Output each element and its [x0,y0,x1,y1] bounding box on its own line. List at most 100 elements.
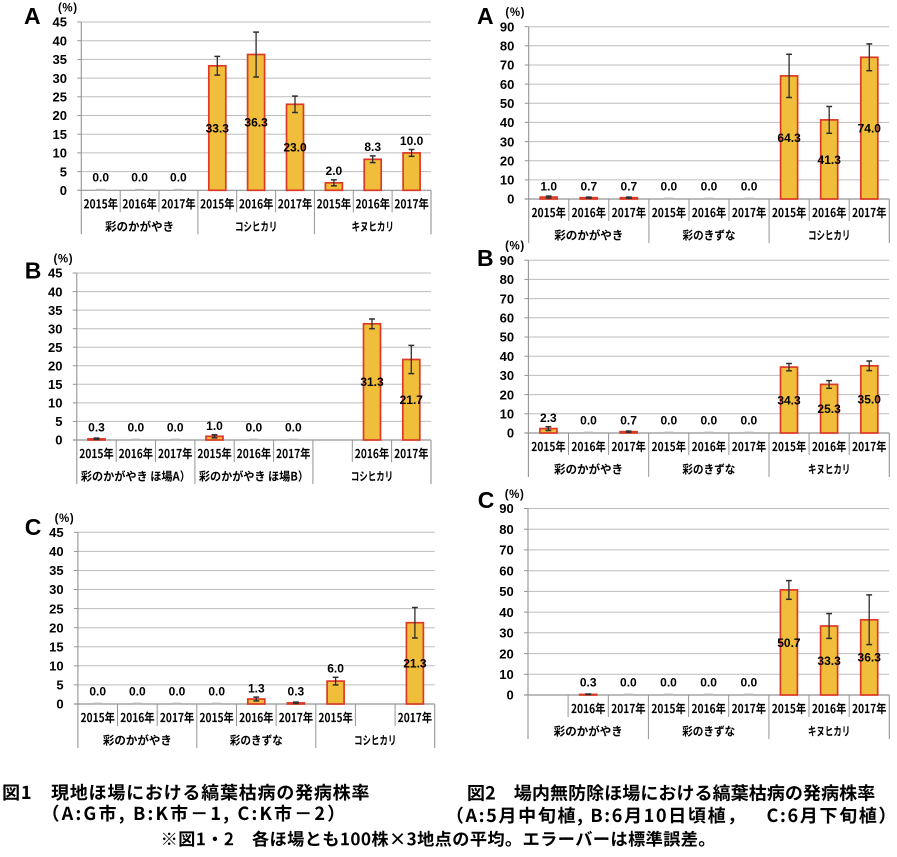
svg-text:74.0: 74.0 [858,122,882,136]
svg-text:B: B [25,258,42,284]
svg-text:33.3: 33.3 [817,654,841,668]
svg-text:25.3: 25.3 [817,402,841,416]
svg-text:0.0: 0.0 [129,684,146,698]
svg-text:0.3: 0.3 [88,420,105,434]
svg-text:0: 0 [507,192,514,207]
svg-text:0.3: 0.3 [288,684,305,698]
svg-text:35: 35 [49,563,63,578]
svg-text:15: 15 [53,127,67,142]
svg-text:10.0: 10.0 [400,134,424,148]
svg-text:0.0: 0.0 [701,179,718,193]
svg-text:0.7: 0.7 [620,413,637,427]
svg-text:0.0: 0.0 [167,420,184,434]
svg-text:20: 20 [48,359,62,374]
svg-text:90: 90 [500,253,514,268]
svg-text:0.0: 0.0 [740,675,757,689]
svg-text:0.0: 0.0 [660,675,677,689]
svg-text:0: 0 [56,697,63,712]
svg-text:40: 40 [499,605,513,620]
svg-text:0.0: 0.0 [208,684,225,698]
svg-text:0: 0 [506,688,513,703]
svg-text:50: 50 [500,330,514,345]
svg-text:20: 20 [500,153,514,168]
svg-text:0.0: 0.0 [170,171,187,185]
svg-text:80: 80 [500,272,514,287]
svg-text:25: 25 [53,90,67,105]
svg-text:0.0: 0.0 [661,179,678,193]
svg-text:1.3: 1.3 [248,681,265,695]
svg-text:36.3: 36.3 [858,651,882,665]
svg-text:34.3: 34.3 [777,393,801,407]
svg-text:0.7: 0.7 [580,179,597,193]
svg-text:10: 10 [48,396,62,411]
svg-text:C: C [25,514,42,540]
svg-text:70: 70 [500,291,514,306]
svg-text:30: 30 [53,71,67,86]
svg-text:0: 0 [507,426,514,441]
svg-text:21.3: 21.3 [403,657,427,671]
svg-text:8.3: 8.3 [364,140,381,154]
svg-text:60: 60 [500,77,514,92]
svg-text:50: 50 [500,96,514,111]
svg-text:0.0: 0.0 [246,420,263,434]
svg-text:45: 45 [48,266,62,281]
svg-text:50: 50 [499,584,513,599]
svg-text:80: 80 [500,39,514,54]
svg-text:30: 30 [49,582,63,597]
svg-text:0.0: 0.0 [580,413,597,427]
svg-text:40: 40 [48,284,62,299]
svg-text:B: B [477,245,494,271]
svg-text:25: 25 [48,340,62,355]
svg-text:10: 10 [500,173,514,188]
svg-text:64.3: 64.3 [777,131,801,145]
svg-text:5: 5 [55,414,62,429]
svg-text:0: 0 [55,433,62,448]
svg-text:6.0: 6.0 [327,662,344,676]
svg-text:33.3: 33.3 [206,121,230,135]
svg-text:41.3: 41.3 [818,153,842,167]
svg-text:0.0: 0.0 [92,171,109,185]
svg-text:15: 15 [49,640,63,655]
svg-text:0.0: 0.0 [89,684,106,698]
svg-text:20: 20 [49,620,63,635]
svg-text:(%): (%) [505,7,525,19]
svg-text:60: 60 [499,563,513,578]
svg-text:10: 10 [49,659,63,674]
svg-text:(%): (%) [505,241,525,253]
svg-text:5: 5 [60,164,67,179]
svg-text:31.3: 31.3 [360,375,384,389]
svg-text:0.0: 0.0 [169,684,186,698]
svg-text:50.7: 50.7 [777,636,801,650]
svg-text:40: 40 [500,349,514,364]
svg-text:30: 30 [48,321,62,336]
svg-text:0.3: 0.3 [580,675,597,689]
svg-text:35: 35 [53,52,67,67]
svg-text:A: A [477,3,494,29]
svg-text:40: 40 [49,544,63,559]
svg-text:20: 20 [499,646,513,661]
svg-text:1.0: 1.0 [540,179,557,193]
svg-text:10: 10 [499,667,513,682]
svg-text:20: 20 [53,108,67,123]
svg-text:90: 90 [500,19,514,34]
svg-text:35.0: 35.0 [858,393,882,407]
svg-text:25: 25 [49,601,63,616]
svg-text:10: 10 [500,407,514,422]
svg-text:(%): (%) [54,254,74,266]
svg-text:0.0: 0.0 [285,420,302,434]
svg-text:1.0: 1.0 [206,419,223,433]
svg-text:23.0: 23.0 [283,141,307,155]
svg-text:30: 30 [499,626,513,641]
svg-text:0.0: 0.0 [741,179,758,193]
svg-text:0.0: 0.0 [660,413,677,427]
svg-text:0: 0 [60,183,67,198]
svg-text:40: 40 [53,33,67,48]
svg-text:60: 60 [500,311,514,326]
svg-text:30: 30 [500,134,514,149]
svg-text:40: 40 [500,115,514,130]
svg-text:90: 90 [499,501,513,516]
svg-text:20: 20 [500,387,514,402]
svg-text:0.0: 0.0 [700,413,717,427]
svg-text:21.7: 21.7 [400,393,424,407]
svg-text:5: 5 [56,678,63,693]
